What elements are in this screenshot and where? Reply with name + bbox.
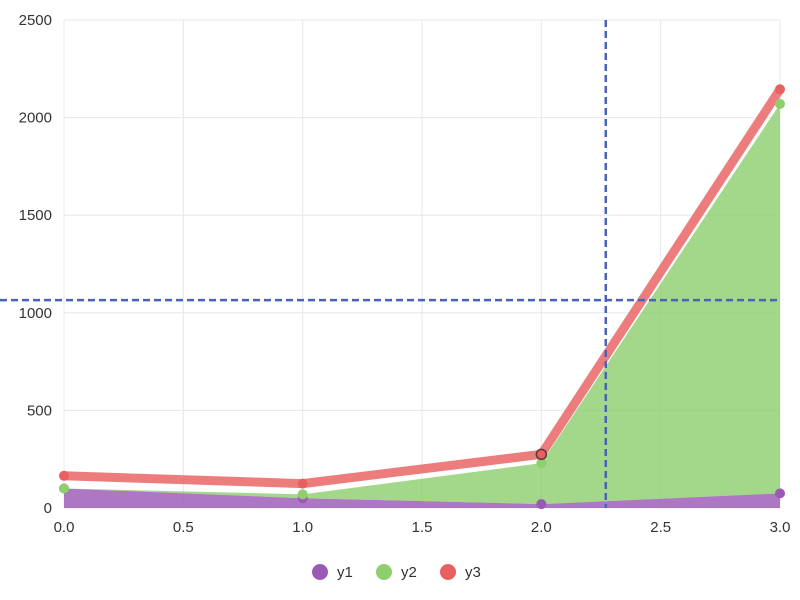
y3-line xyxy=(63,86,784,489)
y1-point xyxy=(775,488,785,499)
y1-point xyxy=(536,499,547,510)
legend: y1 y2 y3 xyxy=(312,564,481,581)
series-areas xyxy=(64,103,780,508)
y2-point xyxy=(297,489,308,500)
x-tick-label: 3.0 xyxy=(770,519,791,536)
y-tick-label: 2000 xyxy=(19,110,52,127)
axis-labels: 0.0 0.5 1.0 1.5 2.0 2.5 3.0 0 500 1000 1500 2000 250… xyxy=(19,12,791,536)
y2-area xyxy=(64,103,780,505)
series-markers xyxy=(59,84,785,510)
x-tick-label: 1.0 xyxy=(292,519,313,536)
y-tick-label: 1000 xyxy=(19,305,52,322)
crosshair xyxy=(0,20,780,508)
y2-point xyxy=(59,483,69,494)
y3-point xyxy=(59,470,69,481)
y1-legend-label: y1 xyxy=(337,564,353,581)
series-lines xyxy=(63,86,784,489)
x-tick-label: 0.5 xyxy=(173,519,194,536)
y3-point xyxy=(297,478,308,489)
y3-point xyxy=(775,84,785,95)
y1-area xyxy=(64,488,780,508)
x-tick-label: 1.5 xyxy=(412,519,433,536)
y3-legend-label: y3 xyxy=(465,564,481,581)
x-tick-label: 2.0 xyxy=(531,519,552,536)
y-tick-label: 0 xyxy=(44,500,52,517)
y2-legend-label: y2 xyxy=(401,564,417,581)
y-tick-label: 500 xyxy=(27,402,52,419)
y-tick-label: 1500 xyxy=(19,207,52,224)
y2-point xyxy=(775,98,785,109)
y-tick-label: 2500 xyxy=(19,12,52,29)
y2-point xyxy=(536,458,547,469)
y1-legend-marker xyxy=(312,564,328,580)
y2-legend-marker xyxy=(376,564,392,580)
x-tick-label: 2.5 xyxy=(650,519,671,536)
highlighted-point xyxy=(535,448,548,461)
y3-legend-marker xyxy=(440,564,456,580)
x-tick-label: 0.0 xyxy=(54,519,75,536)
